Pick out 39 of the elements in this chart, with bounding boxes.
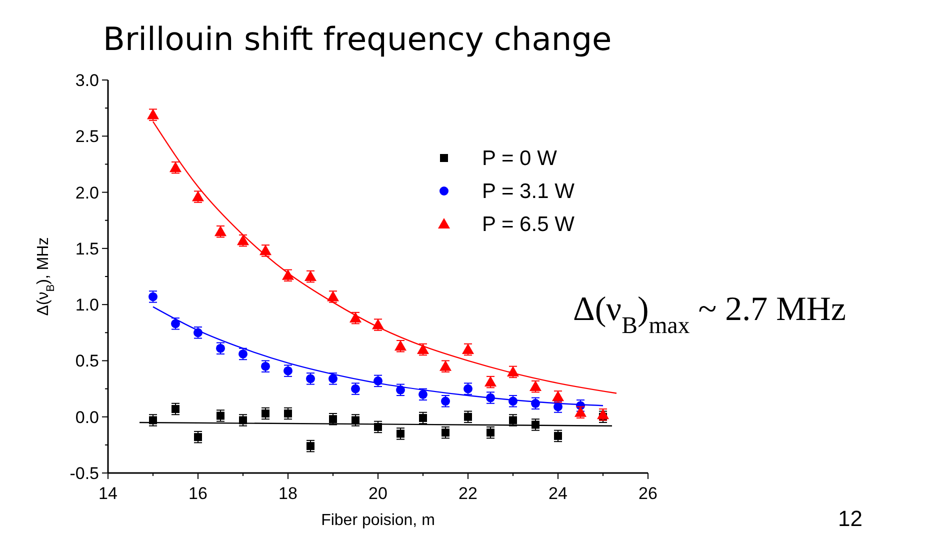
point <box>554 432 562 440</box>
legend-label: P = 6.5 W <box>482 213 575 236</box>
point <box>486 428 494 437</box>
point <box>419 414 427 422</box>
point <box>216 412 224 420</box>
y-tick-label: 0.5 <box>75 352 99 371</box>
x-tick-label: 20 <box>368 484 388 503</box>
y-tick-label: -0.5 <box>70 464 99 483</box>
y-tick-label: 1.0 <box>75 296 99 315</box>
point <box>352 416 360 424</box>
legend-label: P = 0 W <box>482 147 558 170</box>
x-axis-title: Fiber poision, m <box>321 512 435 529</box>
x-tick-label: 22 <box>458 484 478 503</box>
chart-title: Brillouin shift frequency change <box>103 20 612 58</box>
point <box>172 404 180 413</box>
y-tick-label: 3.0 <box>75 71 99 90</box>
x-tick-label: 18 <box>278 484 298 503</box>
point <box>284 409 292 418</box>
point <box>238 349 248 358</box>
legend-label: P = 3.1 W <box>482 180 575 203</box>
annotation: Δ(ν$_{B}$)$_{max}$ ~ 2.7 MHz <box>573 291 846 339</box>
text: 12 <box>838 506 862 531</box>
point <box>509 416 517 424</box>
y-tick-label: 2.5 <box>75 127 99 146</box>
y-tick-label: 1.5 <box>75 239 99 258</box>
y-tick-label: 0.0 <box>75 408 99 427</box>
point <box>418 390 428 399</box>
point <box>464 412 472 421</box>
x-tick-label: 14 <box>98 484 118 503</box>
point <box>306 442 314 450</box>
y-tick-label: 2.0 <box>75 183 99 202</box>
point <box>442 428 450 437</box>
point <box>396 430 404 438</box>
point <box>262 409 270 418</box>
x-tick-label: 24 <box>548 484 568 503</box>
point <box>194 433 202 442</box>
point <box>329 415 337 424</box>
x-tick-label: 26 <box>638 484 658 503</box>
x-tick-label: 16 <box>188 484 208 503</box>
